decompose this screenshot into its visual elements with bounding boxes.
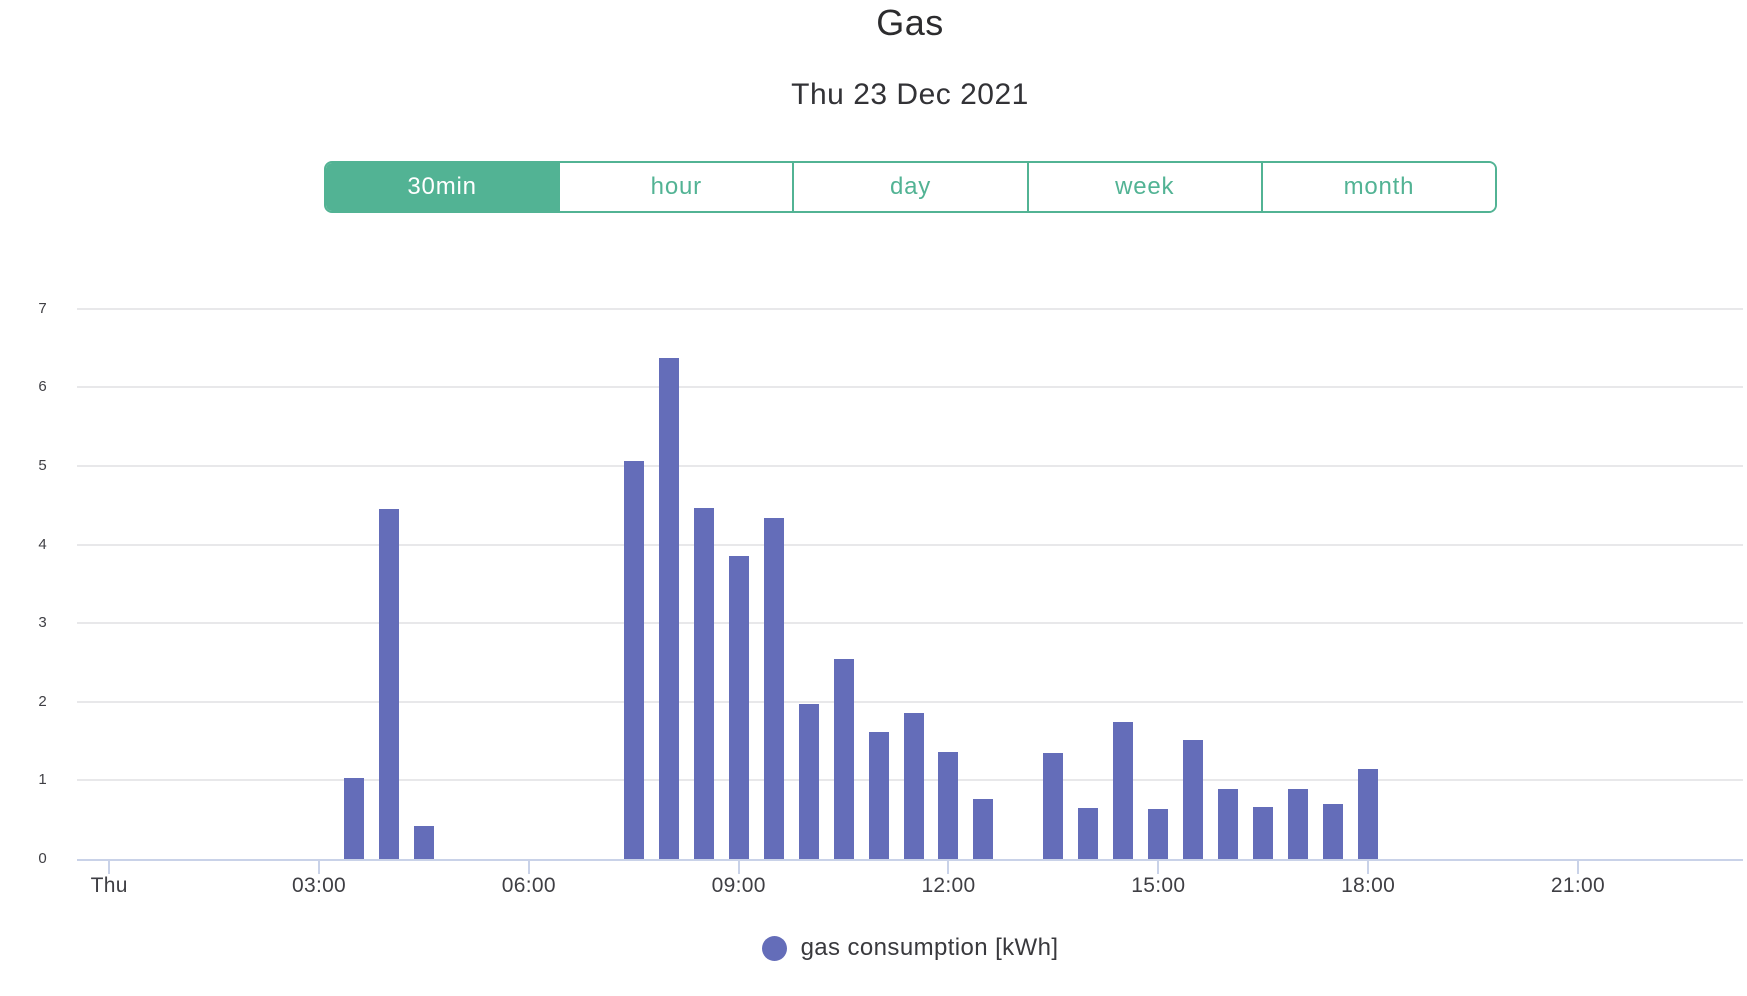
bar-18:00[interactable] [1358,769,1379,859]
x-axis-label-03:00: 03:00 [291,874,347,897]
bar-04:00[interactable] [378,509,399,859]
bar-12:30[interactable] [973,799,994,859]
y-axis-label-7: 7 [38,299,47,317]
gridline-4 [77,543,1743,546]
interval-button-30min[interactable]: 30min [326,163,559,211]
x-tick-Thu [108,860,111,874]
bar-11:00[interactable] [868,732,889,859]
legend-circle-icon [761,935,787,961]
gridline-6 [77,386,1743,389]
bar-03:30[interactable] [343,778,364,859]
x-axis-label-06:00: 06:00 [501,874,556,897]
y-axis-label-6: 6 [38,378,47,396]
page-title: Gas [876,2,944,43]
gridline-2 [77,700,1743,703]
interval-button-day[interactable]: day [792,163,1027,211]
bar-09:30[interactable] [763,517,784,859]
bar-11:30[interactable] [903,712,924,859]
gridline-7 [77,307,1743,310]
bar-17:00[interactable] [1288,789,1309,859]
legend-label: gas consumption [kWh] [800,934,1059,961]
x-axis-label-Thu: Thu [90,874,128,897]
x-tick-21:00 [1576,860,1579,874]
y-axis-label-1: 1 [38,771,47,789]
x-tick-18:00 [1367,860,1370,874]
x-axis-label-12:00: 12:00 [921,874,976,897]
bar-08:00[interactable] [658,358,679,859]
bar-10:00[interactable] [798,704,819,859]
interval-button-hour[interactable]: hour [558,163,793,211]
bar-10:30[interactable] [833,658,854,859]
x-axis-label-15:00: 15:00 [1131,874,1186,897]
interval-button-week[interactable]: week [1026,163,1261,211]
x-tick-09:00 [737,860,740,874]
x-axis-label-18:00: 18:00 [1341,874,1396,897]
bar-08:30[interactable] [693,508,714,859]
x-axis-label-21:00: 21:00 [1550,874,1605,897]
y-axis-label-0: 0 [38,850,47,867]
y-axis-label-3: 3 [38,614,47,632]
y-axis-label-2: 2 [38,692,47,710]
gridline-5 [77,465,1743,467]
bar-15:30[interactable] [1183,739,1204,859]
bar-12:00[interactable] [938,752,959,859]
x-axis-label-09:00: 09:00 [711,874,766,897]
interval-selector: 30min hour day week month [324,161,1497,213]
x-tick-15:00 [1157,860,1160,874]
bar-16:30[interactable] [1253,807,1274,859]
bar-07:30[interactable] [623,461,644,859]
bar-17:30[interactable] [1323,803,1344,859]
bar-04:30[interactable] [413,825,434,859]
x-axis-line [77,859,1743,861]
x-tick-06:00 [527,860,530,874]
bar-14:00[interactable] [1078,807,1099,859]
bar-15:00[interactable] [1148,809,1169,859]
interval-button-month[interactable]: month [1260,163,1495,211]
bar-14:30[interactable] [1113,722,1134,859]
bar-09:00[interactable] [728,555,749,859]
y-axis-label-5: 5 [38,457,47,474]
x-tick-12:00 [947,860,950,874]
y-axis-label-4: 4 [38,535,47,553]
date-label: Thu 23 Dec 2021 [791,78,1029,111]
bar-13:30[interactable] [1043,752,1064,859]
legend-item-gas-consumption[interactable]: gas consumption [kWh] [77,934,1743,962]
gridline-3 [77,622,1743,625]
x-tick-03:00 [318,860,321,874]
bar-16:00[interactable] [1218,789,1239,859]
